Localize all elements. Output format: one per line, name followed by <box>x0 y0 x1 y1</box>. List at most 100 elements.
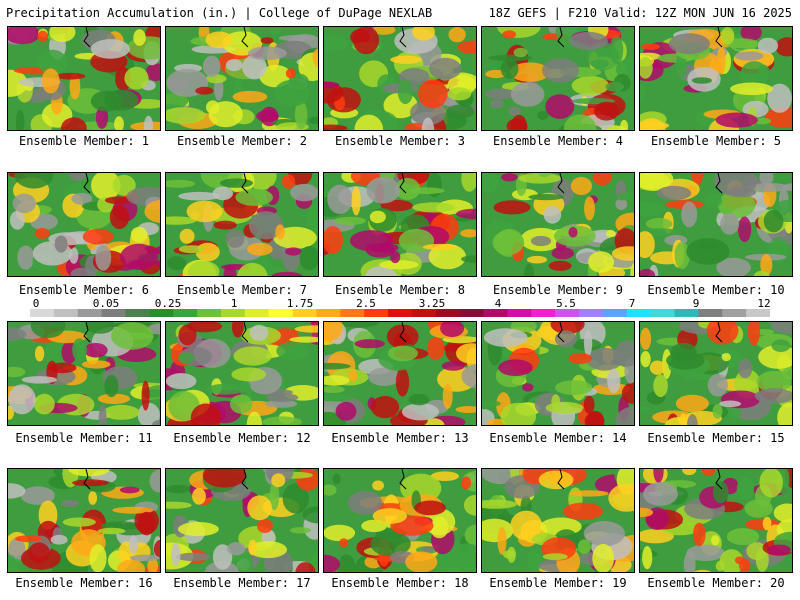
colorbar-swatch <box>459 309 485 317</box>
colorbar-swatch <box>435 309 461 317</box>
ensemble-member-label: Ensemble Member: 19 <box>489 576 627 590</box>
ensemble-map-panel <box>323 321 477 426</box>
precip-field-map <box>166 27 318 130</box>
ensemble-map-panel <box>165 321 319 426</box>
ensemble-member-label: Ensemble Member: 1 <box>18 134 150 148</box>
ensemble-map-panel <box>7 321 161 426</box>
precip-field-map <box>8 469 160 572</box>
colorbar-swatch <box>292 309 317 317</box>
colorbar-swatch <box>101 309 126 317</box>
colorbar-swatch <box>364 309 389 317</box>
precip-field-map <box>640 27 792 130</box>
ensemble-member-label: Ensemble Member: 8 <box>334 283 466 297</box>
colorbar-swatch <box>149 309 174 317</box>
colorbar-swatch <box>244 309 270 317</box>
ensemble-member-label: Ensemble Member: 11 <box>15 431 153 445</box>
ensemble-map-panel <box>7 26 161 131</box>
precip-field-map <box>324 173 476 276</box>
precip-field-map <box>324 27 476 130</box>
ensemble-member-label: Ensemble Member: 17 <box>173 576 311 590</box>
colorbar-tick-label: 3.25 <box>418 297 446 310</box>
colorbar-swatch <box>531 309 556 317</box>
colorbar-swatch <box>388 309 413 317</box>
precip-field-map <box>324 322 476 425</box>
coastline-line <box>715 469 723 490</box>
colorbar-swatch <box>507 309 532 317</box>
coastline-line <box>83 27 91 48</box>
colorbar-swatch <box>555 309 580 317</box>
coastline-line <box>83 469 91 490</box>
coastline-line <box>715 173 723 194</box>
ensemble-member-label: Ensemble Member: 10 <box>647 283 785 297</box>
ensemble-member-label: Ensemble Member: 3 <box>334 134 466 148</box>
colorbar-swatch <box>316 309 341 317</box>
ensemble-map-panel <box>323 172 477 277</box>
ensemble-map-panel <box>639 468 793 573</box>
coastline-line <box>557 322 565 343</box>
precip-field-map <box>166 469 318 572</box>
ensemble-map-panel <box>323 468 477 573</box>
colorbar-tick-label: 9 <box>692 297 700 310</box>
ensemble-member-label: Ensemble Member: 15 <box>647 431 785 445</box>
precip-field-map <box>482 469 634 572</box>
colorbar-tick-label: 5.5 <box>556 297 576 310</box>
ensemble-map-panel <box>639 321 793 426</box>
colorbar-tick-label: 2.5 <box>356 297 376 310</box>
coastline-line <box>715 322 723 343</box>
precip-field-map <box>640 322 792 425</box>
coastline-line <box>83 173 91 194</box>
colorbar-swatch <box>53 309 79 317</box>
colorbar-tick-label: 4 <box>494 297 502 310</box>
colorbar-swatch <box>579 309 604 317</box>
model-run-info: 18Z GEFS | F210 Valid: 12Z MON JUN 16 20… <box>488 6 792 20</box>
precip-field-map <box>166 322 318 425</box>
ensemble-member-label: Ensemble Member: 2 <box>176 134 308 148</box>
ensemble-member-label: Ensemble Member: 5 <box>650 134 782 148</box>
ensemble-map-panel <box>165 26 319 131</box>
precip-field-map <box>482 27 634 130</box>
ensemble-member-label: Ensemble Member: 14 <box>489 431 627 445</box>
colorbar-tick-label: 0 <box>32 297 40 310</box>
ensemble-member-label: Ensemble Member: 12 <box>173 431 311 445</box>
ensemble-member-label: Ensemble Member: 18 <box>331 576 469 590</box>
ensemble-map-panel <box>481 26 635 131</box>
precip-field-map <box>640 173 792 276</box>
ensemble-map-panel <box>7 172 161 277</box>
colorbar-swatches <box>30 309 770 317</box>
precip-field-map <box>8 173 160 276</box>
coastline-line <box>557 469 565 490</box>
ensemble-map-panel <box>323 26 477 131</box>
coastline-line <box>83 322 91 343</box>
ensemble-map-panel <box>639 26 793 131</box>
coastline-line <box>557 27 565 48</box>
coastline-line <box>241 469 249 490</box>
colorbar-swatch <box>674 309 699 317</box>
ensemble-map-panel <box>7 468 161 573</box>
ensemble-member-label: Ensemble Member: 16 <box>15 576 153 590</box>
colorbar-swatch <box>626 309 652 317</box>
colorbar-swatch <box>411 309 437 317</box>
coastline-line <box>399 322 407 343</box>
precip-field-map <box>482 322 634 425</box>
colorbar-swatch <box>602 309 628 317</box>
precip-field-map <box>8 322 160 425</box>
coastline-line <box>241 27 249 48</box>
ensemble-member-label: Ensemble Member: 9 <box>492 283 624 297</box>
colorbar-tick-label: 0.25 <box>154 297 182 310</box>
ensemble-map-panel <box>481 468 635 573</box>
colorbar-tick-label: 0.05 <box>92 297 120 310</box>
coastline-line <box>399 173 407 194</box>
ensemble-map-panel <box>639 172 793 277</box>
colorbar-swatch <box>197 309 222 317</box>
ensemble-member-label: Ensemble Member: 4 <box>492 134 624 148</box>
ensemble-map-panel <box>481 321 635 426</box>
colorbar-swatch <box>650 309 676 317</box>
colorbar-swatch <box>125 309 150 317</box>
precip-field-map <box>324 469 476 572</box>
coastline-line <box>557 173 565 194</box>
ensemble-map-panel <box>165 172 319 277</box>
precip-field-map <box>8 27 160 130</box>
colorbar-swatch <box>340 309 365 317</box>
precip-field-map <box>640 469 792 572</box>
colorbar-swatch <box>698 309 723 317</box>
